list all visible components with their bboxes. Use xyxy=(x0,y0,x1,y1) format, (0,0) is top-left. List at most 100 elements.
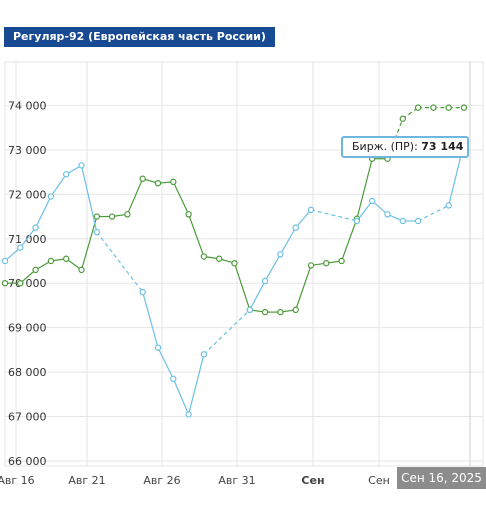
series-0-point xyxy=(139,175,146,182)
series-1-segment xyxy=(19,227,37,249)
plot-frame xyxy=(4,61,484,467)
series-1-segment xyxy=(371,200,388,215)
series-1-point xyxy=(78,162,85,169)
series-1-point xyxy=(353,217,361,225)
crosshair-date-label: Сен 16, 2025 xyxy=(397,467,486,489)
series-0-segment xyxy=(172,181,190,215)
series-0-point xyxy=(124,211,131,218)
series-0-point xyxy=(323,259,330,267)
series-1-segment xyxy=(203,309,251,355)
series-1-segment xyxy=(264,254,281,282)
series-1-point xyxy=(200,351,208,358)
series-0-point xyxy=(307,262,315,269)
series-0-point xyxy=(231,259,238,267)
series-1-segment xyxy=(96,231,144,293)
series-1-point xyxy=(139,288,146,296)
series-1-point xyxy=(277,251,284,258)
series-0-point xyxy=(200,253,208,260)
x-tick-label: Авг 16 xyxy=(0,474,35,487)
series-0-segment xyxy=(295,265,312,311)
x-tick-label: Авг 21 xyxy=(68,474,105,487)
tooltip-value: 73 144 xyxy=(421,140,464,153)
series-0-point xyxy=(338,257,345,265)
series-1-segment xyxy=(279,227,297,255)
series-1-point xyxy=(93,228,101,236)
series-0-point xyxy=(277,308,284,316)
series-0-segment xyxy=(19,269,36,284)
series-1-segment xyxy=(157,347,174,380)
series-1-point xyxy=(384,211,391,218)
series-1-point xyxy=(246,306,253,314)
series-0-point xyxy=(292,306,299,314)
series-1-segment xyxy=(310,209,358,222)
series-1-point xyxy=(399,217,406,225)
x-tick-label: Сен xyxy=(368,474,390,487)
series-1-segment xyxy=(356,200,373,222)
x-tick-label: Сен xyxy=(301,474,324,487)
series-0-segment xyxy=(188,214,205,257)
y-tick-label: 72 000 xyxy=(8,188,47,201)
series-0-point xyxy=(445,104,452,111)
series-1-point xyxy=(47,193,55,200)
y-tick-label: 70 000 xyxy=(8,277,47,290)
series-1-segment xyxy=(35,196,52,228)
series-1-segment xyxy=(417,204,449,222)
series-1-point xyxy=(261,277,269,285)
series-1-point xyxy=(154,344,162,351)
series-1-segment xyxy=(172,378,190,415)
series-1-segment xyxy=(4,247,21,262)
y-tick-label: 73 000 xyxy=(8,144,47,157)
series-0-point xyxy=(62,255,70,262)
series-0-point xyxy=(32,266,39,274)
series-0-point xyxy=(414,104,422,111)
series-0-point xyxy=(261,308,269,316)
y-tick-label: 67 000 xyxy=(8,411,47,424)
series-1-segment xyxy=(142,291,159,348)
series-1-point xyxy=(62,171,70,178)
series-0-point xyxy=(185,211,192,218)
series-1-point xyxy=(170,375,177,382)
series-1-segment xyxy=(80,165,98,233)
series-0-point xyxy=(47,257,55,265)
chart-title: Регуляр-92 (Европейская часть России) xyxy=(4,27,275,47)
series-1-point xyxy=(445,202,452,209)
series-0-segment xyxy=(126,178,144,215)
series-1-point xyxy=(369,197,376,205)
y-tick-label: 74 000 xyxy=(8,99,47,112)
series-0-point xyxy=(93,213,101,220)
tooltip-label: Бирж. (ПР): xyxy=(352,140,418,153)
tooltip: Бирж. (ПР): 73 144 xyxy=(341,136,469,158)
series-0-point xyxy=(430,104,437,111)
y-tick-label: 68 000 xyxy=(8,366,47,379)
series-0-point xyxy=(108,213,116,220)
series-0-segment xyxy=(80,216,98,271)
x-axis-ticks: Авг 16 Авг 21 Авг 26 Авг 31 Сен Сен xyxy=(0,474,390,487)
series-1-segment xyxy=(295,209,312,229)
series-1-point xyxy=(1,257,9,265)
series-0-point xyxy=(170,178,177,186)
series-1-point xyxy=(292,224,299,231)
series-1-point xyxy=(185,411,192,418)
series-1-segment xyxy=(249,280,266,311)
series-0-point xyxy=(215,255,223,262)
series-0-segment xyxy=(233,263,251,311)
series-0-segment xyxy=(341,218,358,262)
grid-lines xyxy=(4,61,484,467)
series-1-point xyxy=(32,224,39,231)
series-1-point xyxy=(307,206,315,214)
y-tick-label: 66 000 xyxy=(8,455,47,468)
series-0-point xyxy=(1,280,9,287)
series-1-point xyxy=(17,244,24,251)
y-tick-label: 69 000 xyxy=(8,322,47,335)
series-1-point xyxy=(414,217,422,225)
series-0-point xyxy=(460,104,468,111)
x-tick-label: Авг 26 xyxy=(143,474,180,487)
series-0-point xyxy=(399,115,406,122)
series-0-point xyxy=(78,266,85,274)
series-0-point xyxy=(17,280,24,287)
series-0-point xyxy=(154,179,162,187)
series-0-segment xyxy=(356,158,373,219)
x-tick-label: Авг 31 xyxy=(218,474,255,487)
series-1-segment xyxy=(188,354,205,415)
